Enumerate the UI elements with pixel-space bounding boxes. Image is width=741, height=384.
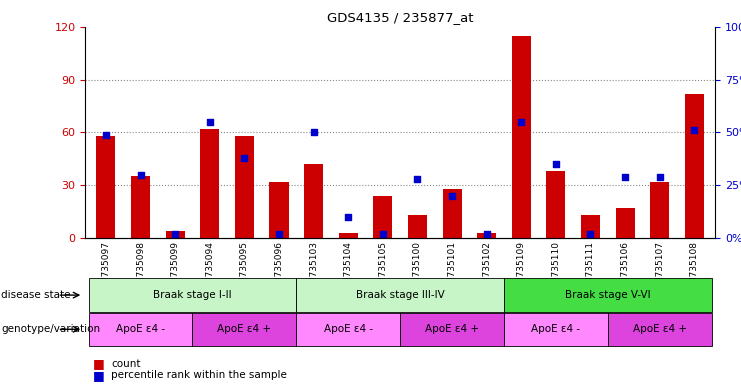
Point bbox=[169, 231, 181, 237]
Text: genotype/variation: genotype/variation bbox=[1, 324, 101, 334]
Bar bbox=[373, 196, 392, 238]
Text: ApoE ε4 +: ApoE ε4 + bbox=[217, 324, 271, 334]
Text: disease state: disease state bbox=[1, 290, 71, 300]
Text: ApoE ε4 -: ApoE ε4 - bbox=[324, 324, 373, 334]
Bar bbox=[131, 177, 150, 238]
Bar bbox=[339, 233, 358, 238]
Bar bbox=[235, 136, 254, 238]
Text: percentile rank within the sample: percentile rank within the sample bbox=[111, 370, 287, 380]
Bar bbox=[304, 164, 323, 238]
Point bbox=[481, 231, 493, 237]
Point bbox=[411, 176, 423, 182]
Bar bbox=[512, 36, 531, 238]
Text: Braak stage I-II: Braak stage I-II bbox=[153, 290, 232, 300]
Point bbox=[550, 161, 562, 167]
Bar bbox=[408, 215, 427, 238]
Point bbox=[135, 172, 147, 178]
Point bbox=[515, 119, 527, 125]
Bar bbox=[581, 215, 600, 238]
Point bbox=[585, 231, 597, 237]
Text: ApoE ε4 +: ApoE ε4 + bbox=[425, 324, 479, 334]
Point bbox=[100, 131, 112, 138]
Text: ApoE ε4 +: ApoE ε4 + bbox=[633, 324, 687, 334]
Bar bbox=[477, 233, 496, 238]
Bar bbox=[546, 171, 565, 238]
Text: Braak stage III-IV: Braak stage III-IV bbox=[356, 290, 445, 300]
Point bbox=[239, 155, 250, 161]
Text: ■: ■ bbox=[93, 369, 104, 382]
Title: GDS4135 / 235877_at: GDS4135 / 235877_at bbox=[327, 11, 473, 24]
Bar bbox=[166, 231, 185, 238]
Point bbox=[446, 193, 458, 199]
Point bbox=[273, 231, 285, 237]
Point bbox=[342, 214, 354, 220]
Point bbox=[688, 127, 700, 134]
Point bbox=[654, 174, 665, 180]
Bar bbox=[200, 129, 219, 238]
Bar bbox=[442, 189, 462, 238]
Bar bbox=[616, 208, 634, 238]
Bar bbox=[685, 94, 704, 238]
Point bbox=[308, 129, 319, 136]
Bar bbox=[270, 182, 288, 238]
Point bbox=[619, 174, 631, 180]
Point bbox=[377, 231, 389, 237]
Text: ApoE ε4 -: ApoE ε4 - bbox=[116, 324, 165, 334]
Point bbox=[204, 119, 216, 125]
Text: ApoE ε4 -: ApoE ε4 - bbox=[531, 324, 580, 334]
Text: ■: ■ bbox=[93, 357, 104, 370]
Text: count: count bbox=[111, 359, 141, 369]
Bar bbox=[96, 136, 116, 238]
Text: Braak stage V-VI: Braak stage V-VI bbox=[565, 290, 651, 300]
Bar bbox=[650, 182, 669, 238]
